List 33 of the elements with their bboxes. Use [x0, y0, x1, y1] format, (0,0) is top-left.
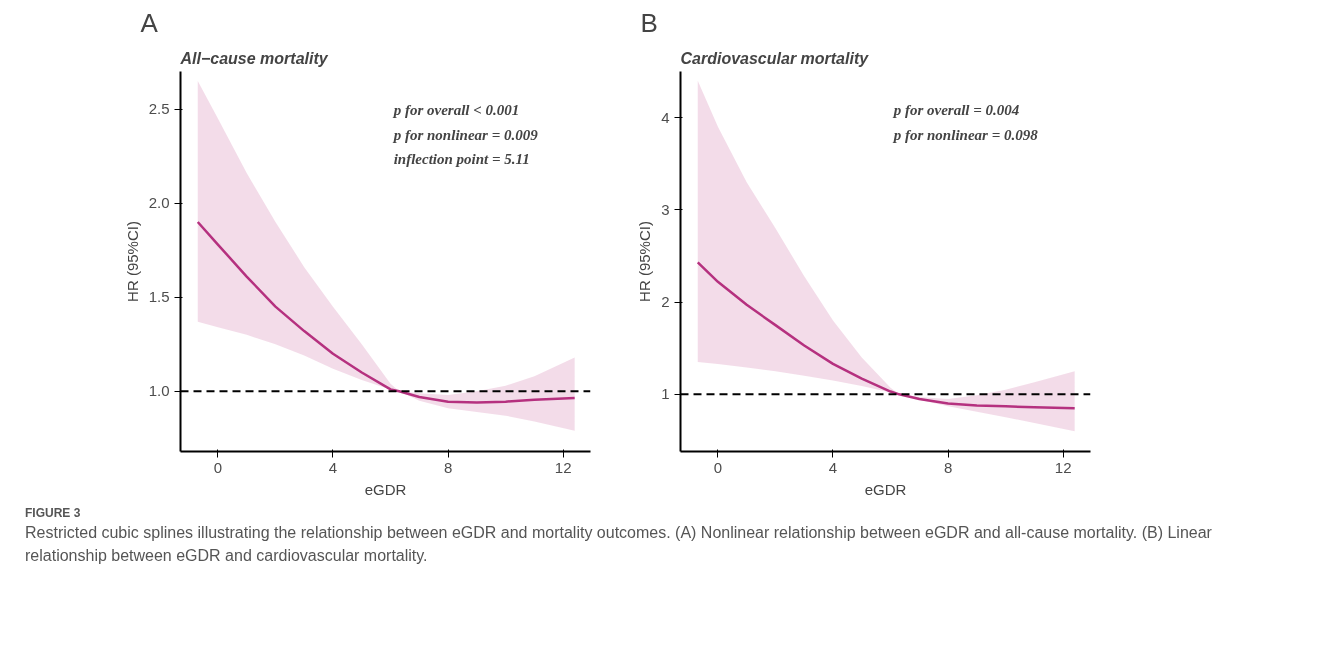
- text: Restricted cubic splines illustrating the relationship between eGDR and mortality outcomes. (A) Nonlinear relationship between eGDR and all-cause mortality. (B) Linear relationship between eGDR and cardiovascular mortality.: [25, 523, 1213, 566]
- y-axis-title: HR (95%CI): [636, 221, 654, 302]
- y-tick-label: 2.0: [148, 194, 170, 212]
- text: A: [140, 7, 159, 38]
- annotation: inflection point = 5.11: [393, 151, 530, 168]
- y-axis-title: HR (95%CI): [123, 221, 141, 302]
- x-tick-label: 8: [443, 458, 453, 476]
- annotation: p for nonlinear = 0.009: [391, 126, 539, 143]
- annotation: p for overall < 0.001: [391, 101, 520, 118]
- text: B: [640, 7, 658, 38]
- line-series: [196, 220, 576, 404]
- x-axis-title: eGDR: [364, 480, 407, 498]
- x-tick-label: 12: [554, 458, 572, 476]
- y-tick-label: 1: [661, 385, 670, 403]
- annotation: p for nonlinear = 0.098: [891, 126, 1039, 143]
- x-tick-label: 4: [328, 458, 338, 476]
- y-tick-label: 2.5: [148, 100, 170, 118]
- y-tick-label: 1.5: [148, 288, 170, 306]
- chart-title: Cardiovascular mortality: [680, 49, 870, 67]
- y-tick-label: 4: [661, 108, 670, 126]
- y-tick-label: 2: [661, 293, 670, 311]
- x-tick-label: 0: [213, 458, 223, 476]
- x-axis-title: eGDR: [864, 480, 907, 498]
- line-series: [696, 261, 1076, 410]
- caption: FIGURE 3: [25, 505, 82, 522]
- chart-title: All−cause mortality: [179, 49, 329, 67]
- y-tick-label: 3: [661, 200, 670, 218]
- y-tick-label: 1.0: [148, 382, 170, 400]
- x-tick-label: 0: [713, 458, 723, 476]
- x-tick-label: 4: [828, 458, 838, 476]
- annotation: p for overall = 0.004: [891, 101, 1020, 118]
- x-tick-label: 8: [943, 458, 953, 476]
- x-tick-label: 12: [1054, 458, 1072, 476]
